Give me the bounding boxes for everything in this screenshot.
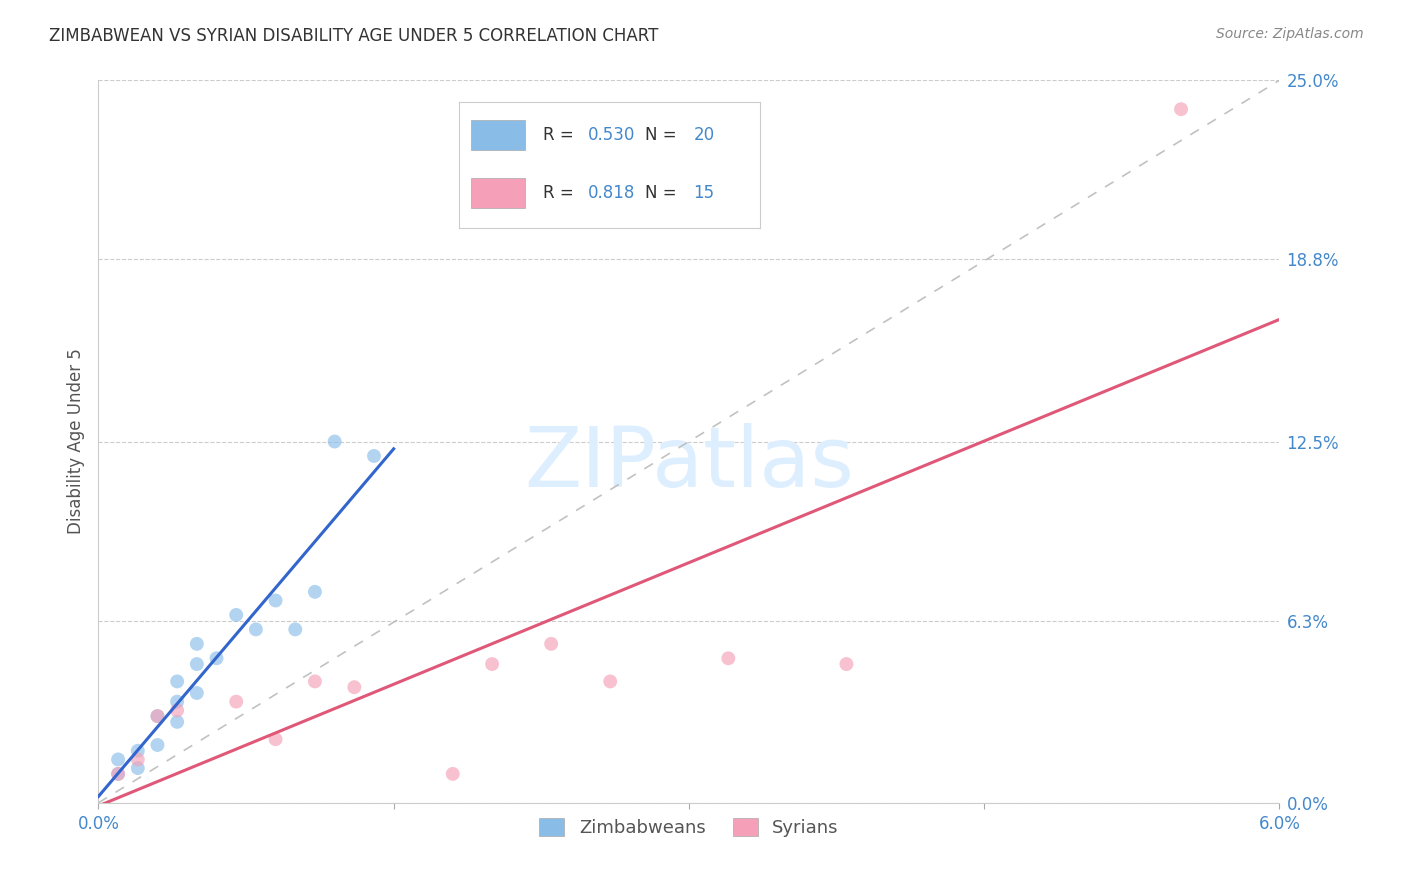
Point — [186, 686, 208, 700]
Point — [264, 732, 287, 747]
Legend: Zimbabweans, Syrians: Zimbabweans, Syrians — [531, 811, 846, 845]
Point — [166, 674, 188, 689]
Point — [245, 623, 267, 637]
Point — [186, 637, 208, 651]
Point — [225, 695, 247, 709]
Text: ZIPatlas: ZIPatlas — [524, 423, 853, 504]
Point — [717, 651, 740, 665]
Text: ZIMBABWEAN VS SYRIAN DISABILITY AGE UNDER 5 CORRELATION CHART: ZIMBABWEAN VS SYRIAN DISABILITY AGE UNDE… — [49, 27, 658, 45]
Point — [835, 657, 858, 671]
Point — [323, 434, 346, 449]
Point — [127, 761, 149, 775]
Point — [166, 714, 188, 729]
Point — [127, 752, 149, 766]
Point — [107, 767, 129, 781]
Point — [107, 767, 129, 781]
Point — [146, 709, 169, 723]
Point — [304, 584, 326, 599]
Point — [1170, 102, 1192, 116]
Point — [441, 767, 464, 781]
Point — [205, 651, 228, 665]
Point — [166, 703, 188, 717]
Point — [304, 674, 326, 689]
Text: Source: ZipAtlas.com: Source: ZipAtlas.com — [1216, 27, 1364, 41]
Point — [284, 623, 307, 637]
Point — [166, 695, 188, 709]
Point — [481, 657, 503, 671]
Point — [146, 738, 169, 752]
Point — [146, 709, 169, 723]
Point — [343, 680, 366, 694]
Point — [264, 593, 287, 607]
Point — [540, 637, 562, 651]
Point — [225, 607, 247, 622]
Point — [599, 674, 621, 689]
Point — [127, 744, 149, 758]
Point — [363, 449, 385, 463]
Point — [107, 752, 129, 766]
Point — [186, 657, 208, 671]
Y-axis label: Disability Age Under 5: Disability Age Under 5 — [66, 349, 84, 534]
